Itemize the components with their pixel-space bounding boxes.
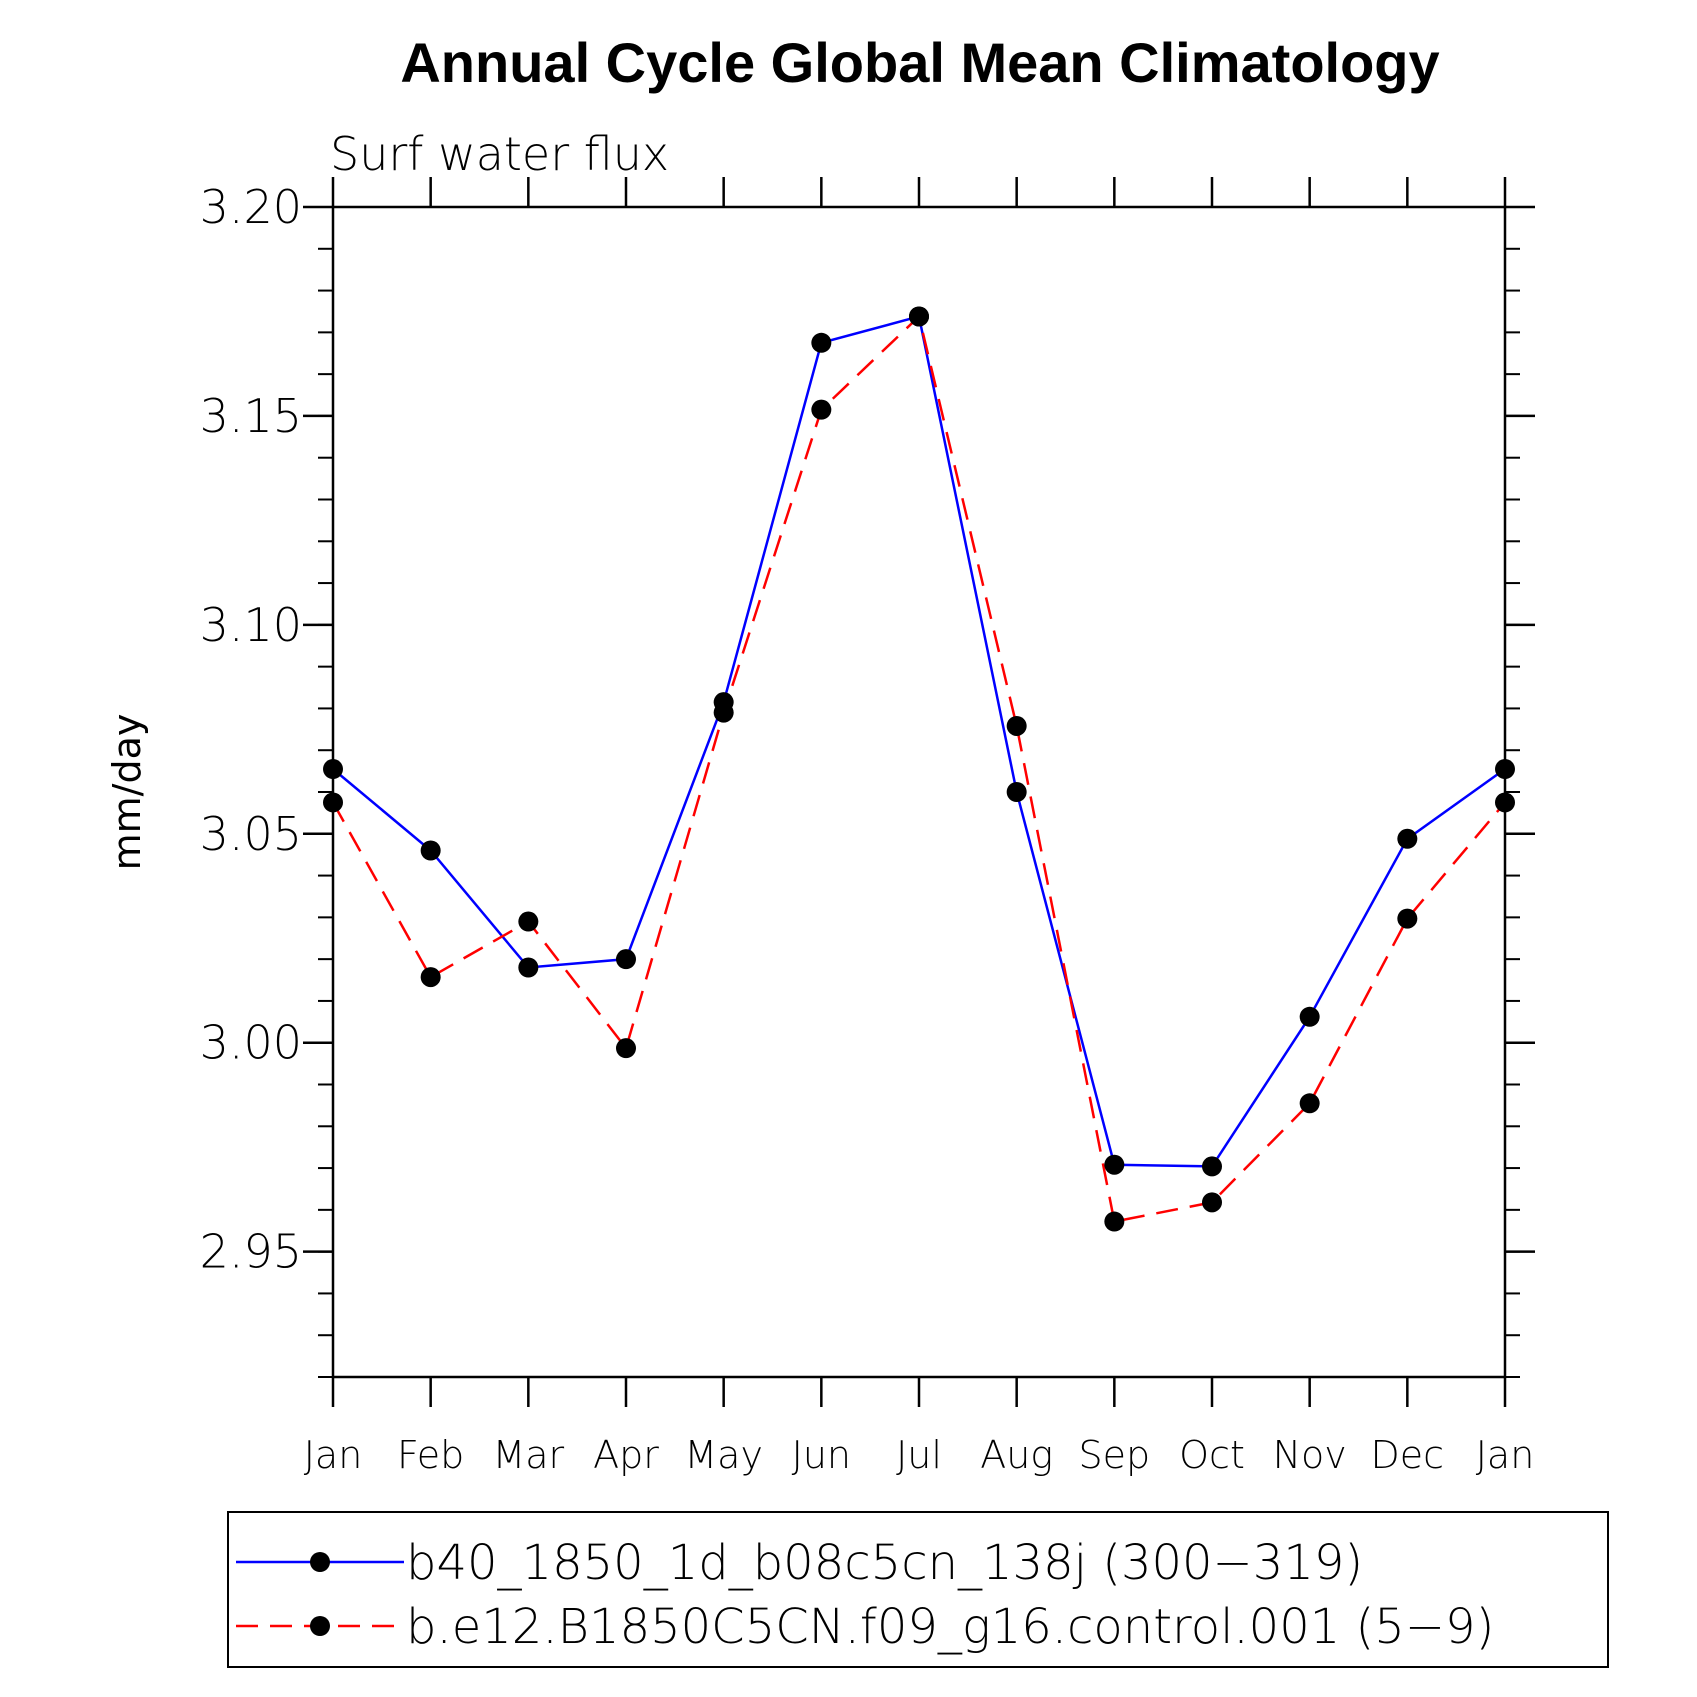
y-tick-label: 2.95 xyxy=(200,1225,302,1279)
data-point-series-2 xyxy=(518,911,539,932)
data-point-series-2 xyxy=(616,1038,636,1059)
x-tick-label: Mar xyxy=(492,1433,564,1477)
data-point-series-2 xyxy=(420,967,441,988)
legend-label-1: b40_1850_1d_b08c5cn_138j (300−319) xyxy=(406,1535,1363,1591)
y-tick-label: 3.15 xyxy=(200,389,302,443)
y-tick-label: 3.20 xyxy=(200,180,302,234)
y-tick-label: 3.00 xyxy=(200,1016,302,1070)
legend-marker-1 xyxy=(310,1552,330,1572)
data-point-series-2 xyxy=(1006,715,1027,736)
data-point-series-1 xyxy=(1495,759,1515,780)
data-point-series-2 xyxy=(811,399,832,420)
data-point-series-2 xyxy=(1299,1093,1320,1114)
x-tick-label: Dec xyxy=(1371,1433,1445,1477)
legend-marker-2 xyxy=(310,1616,330,1636)
x-tick-label: Jan xyxy=(304,1433,363,1477)
chart-title: Annual Cycle Global Mean Climatology xyxy=(400,31,1439,94)
series-line-2 xyxy=(331,314,1506,1224)
series-line-1 xyxy=(332,314,1506,1168)
y-tick-label: 3.05 xyxy=(200,807,302,861)
x-tick-label: Sep xyxy=(1079,1433,1151,1477)
x-tick-label: May xyxy=(684,1433,763,1477)
x-tick-label: Nov xyxy=(1273,1433,1347,1477)
x-tick-label: Feb xyxy=(397,1433,464,1477)
axis-ticks xyxy=(303,177,1535,1407)
y-axis-label: mm/day xyxy=(105,714,149,871)
chart-subtitle: Surf water flux xyxy=(330,127,669,181)
data-point-series-2 xyxy=(1104,1211,1125,1232)
data-point-series-1 xyxy=(518,957,539,978)
x-tick-label: Jun xyxy=(792,1433,851,1477)
x-tick-label: Oct xyxy=(1179,1433,1245,1477)
y-tick-label: 3.10 xyxy=(200,598,302,652)
x-tick-labels: Jan Feb Mar Apr May Jun Jul Aug Sep Oct Nov Dec Jan xyxy=(304,1433,1535,1477)
data-point-series-1 xyxy=(1202,1156,1222,1177)
data-point-series-2 xyxy=(713,702,734,723)
x-tick-label: Jan xyxy=(1476,1433,1535,1477)
data-point-series-2 xyxy=(323,792,343,813)
data-point-series-2 xyxy=(909,306,929,327)
data-point-series-1 xyxy=(1299,1006,1320,1027)
series-layer xyxy=(323,306,1515,1232)
y-tick-labels: 2.95 3.00 3.05 3.10 3.15 3.20 xyxy=(200,180,302,1279)
data-point-series-2 xyxy=(1202,1192,1222,1213)
x-tick-label: Jul xyxy=(896,1433,942,1477)
data-point-series-1 xyxy=(811,332,832,353)
legend-label-2: b.e12.B1850C5CN.f09_g16.control.001 (5−9… xyxy=(406,1599,1494,1655)
plot-frame xyxy=(331,205,1507,1379)
data-point-series-1 xyxy=(1104,1154,1125,1175)
legend xyxy=(227,1511,1609,1668)
data-point-series-1 xyxy=(420,840,441,861)
data-point-series-1 xyxy=(323,759,343,780)
data-point-series-2 xyxy=(1495,792,1515,813)
x-tick-label: Apr xyxy=(593,1433,659,1477)
data-point-series-1 xyxy=(1006,782,1027,802)
legend-entries: b40_1850_1d_b08c5cn_138j (300−319) b.e12.… xyxy=(236,1535,1494,1655)
data-point-series-2 xyxy=(1397,908,1418,929)
x-tick-label: Aug xyxy=(980,1433,1053,1477)
data-point-series-1 xyxy=(1397,828,1418,849)
data-point-series-1 xyxy=(616,949,636,970)
